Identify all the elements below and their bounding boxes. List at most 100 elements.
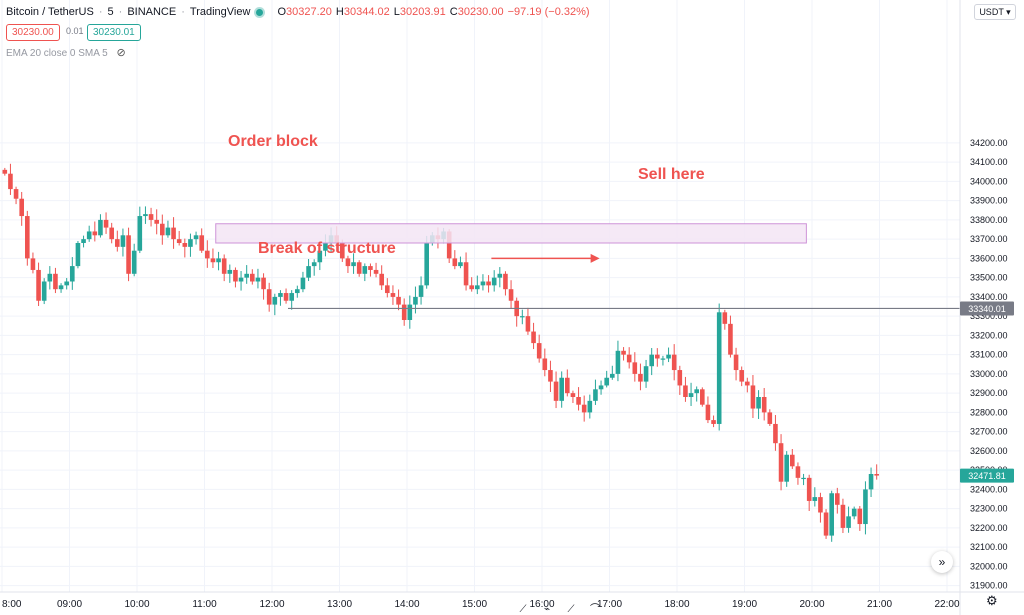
order-block-zone[interactable] bbox=[215, 223, 807, 244]
symbol-name[interactable]: Bitcoin / TetherUS bbox=[6, 6, 94, 18]
candle[interactable] bbox=[272, 293, 278, 316]
candle[interactable] bbox=[317, 244, 323, 271]
candle[interactable] bbox=[47, 266, 53, 290]
candle[interactable] bbox=[2, 167, 8, 176]
candle[interactable] bbox=[13, 186, 19, 205]
interval[interactable]: 5 bbox=[107, 6, 114, 18]
candle[interactable] bbox=[452, 250, 458, 270]
candle[interactable] bbox=[143, 206, 148, 224]
candle[interactable] bbox=[188, 233, 193, 257]
candle[interactable] bbox=[19, 191, 24, 226]
axis-price-label[interactable]: 32471.81 bbox=[960, 468, 1014, 483]
candle[interactable] bbox=[424, 235, 429, 289]
candle[interactable] bbox=[261, 273, 266, 300]
candle[interactable] bbox=[536, 334, 542, 363]
candle[interactable] bbox=[238, 270, 244, 291]
candle[interactable] bbox=[463, 252, 469, 291]
candle[interactable] bbox=[41, 278, 47, 305]
candle[interactable] bbox=[581, 395, 587, 422]
candle[interactable] bbox=[126, 227, 131, 282]
candle[interactable] bbox=[733, 347, 739, 381]
candle[interactable] bbox=[368, 263, 373, 277]
candle[interactable] bbox=[835, 487, 840, 514]
candle[interactable] bbox=[137, 206, 143, 254]
candle[interactable] bbox=[694, 386, 699, 402]
candle[interactable] bbox=[745, 377, 750, 393]
candle[interactable] bbox=[587, 394, 593, 419]
sell-arrow[interactable] bbox=[491, 253, 600, 263]
gear-icon[interactable]: ⚙ bbox=[986, 593, 998, 608]
candle[interactable] bbox=[86, 225, 92, 242]
candle[interactable] bbox=[750, 375, 756, 419]
candle[interactable] bbox=[25, 210, 30, 266]
candle[interactable] bbox=[604, 370, 609, 388]
sell-price-button[interactable]: 30230.00 bbox=[6, 24, 60, 41]
candle[interactable] bbox=[362, 263, 368, 282]
candle[interactable] bbox=[801, 473, 806, 486]
candle[interactable] bbox=[92, 221, 98, 242]
candle[interactable] bbox=[520, 309, 525, 325]
candle[interactable] bbox=[199, 228, 204, 253]
candle[interactable] bbox=[542, 348, 548, 377]
candle[interactable] bbox=[491, 270, 497, 292]
indicator-legend[interactable]: EMA 20 close 0 SMA 5 ⊘ bbox=[6, 46, 126, 59]
candle[interactable] bbox=[610, 365, 615, 380]
candle[interactable] bbox=[671, 344, 677, 381]
candle[interactable] bbox=[70, 257, 75, 290]
candle[interactable] bbox=[306, 259, 311, 282]
candle[interactable] bbox=[115, 230, 120, 252]
candle[interactable] bbox=[390, 285, 396, 305]
candle[interactable] bbox=[649, 348, 654, 376]
candle[interactable] bbox=[131, 243, 137, 277]
candle[interactable] bbox=[559, 371, 564, 408]
brush-icon[interactable]: ⟋ bbox=[567, 604, 575, 615]
line-tool-icon[interactable]: ⟋ bbox=[519, 604, 527, 615]
candle[interactable] bbox=[621, 347, 626, 361]
candle[interactable] bbox=[705, 396, 711, 424]
order-block-label[interactable]: Order block bbox=[228, 133, 318, 150]
candle[interactable] bbox=[176, 230, 182, 246]
buy-price-button[interactable]: 30230.01 bbox=[87, 24, 141, 41]
candle[interactable] bbox=[767, 409, 773, 426]
candle[interactable] bbox=[227, 264, 233, 283]
candle[interactable] bbox=[379, 265, 384, 290]
market-status-icon[interactable] bbox=[256, 8, 264, 16]
candle[interactable] bbox=[660, 355, 666, 366]
candle[interactable] bbox=[643, 359, 649, 388]
candle[interactable] bbox=[103, 212, 109, 234]
candle[interactable] bbox=[525, 307, 531, 335]
candle[interactable] bbox=[711, 415, 716, 428]
candle[interactable] bbox=[120, 228, 126, 257]
candle[interactable] bbox=[407, 295, 413, 329]
candle[interactable] bbox=[728, 315, 733, 358]
candle[interactable] bbox=[615, 340, 621, 382]
candle[interactable] bbox=[210, 248, 216, 269]
break-of-structure-label[interactable]: Break of structure bbox=[258, 240, 396, 257]
candle[interactable] bbox=[278, 290, 283, 306]
eye-slash-icon[interactable]: ⊘ bbox=[116, 47, 126, 59]
candle[interactable] bbox=[36, 262, 41, 306]
candle[interactable] bbox=[418, 276, 424, 305]
candle[interactable] bbox=[289, 290, 294, 310]
candle[interactable] bbox=[531, 322, 536, 350]
candle[interactable] bbox=[30, 252, 36, 274]
axis-price-label[interactable]: 33340.01 bbox=[960, 301, 1014, 316]
candle[interactable] bbox=[497, 267, 503, 288]
candle[interactable] bbox=[508, 280, 514, 309]
currency-button[interactable]: USDT ▾ bbox=[974, 4, 1016, 20]
candle[interactable] bbox=[868, 467, 874, 497]
candle[interactable] bbox=[165, 220, 171, 238]
candle[interactable] bbox=[182, 238, 188, 258]
candle[interactable] bbox=[396, 289, 401, 311]
candle[interactable] bbox=[863, 481, 868, 535]
candle[interactable] bbox=[784, 451, 789, 487]
candle[interactable] bbox=[598, 380, 604, 395]
candle[interactable] bbox=[356, 260, 362, 277]
candle[interactable] bbox=[857, 506, 863, 531]
sell-here-label[interactable]: Sell here bbox=[638, 166, 705, 183]
candle[interactable] bbox=[171, 217, 176, 249]
candle[interactable] bbox=[846, 506, 851, 533]
candle[interactable] bbox=[806, 474, 812, 512]
candle[interactable] bbox=[840, 498, 846, 534]
